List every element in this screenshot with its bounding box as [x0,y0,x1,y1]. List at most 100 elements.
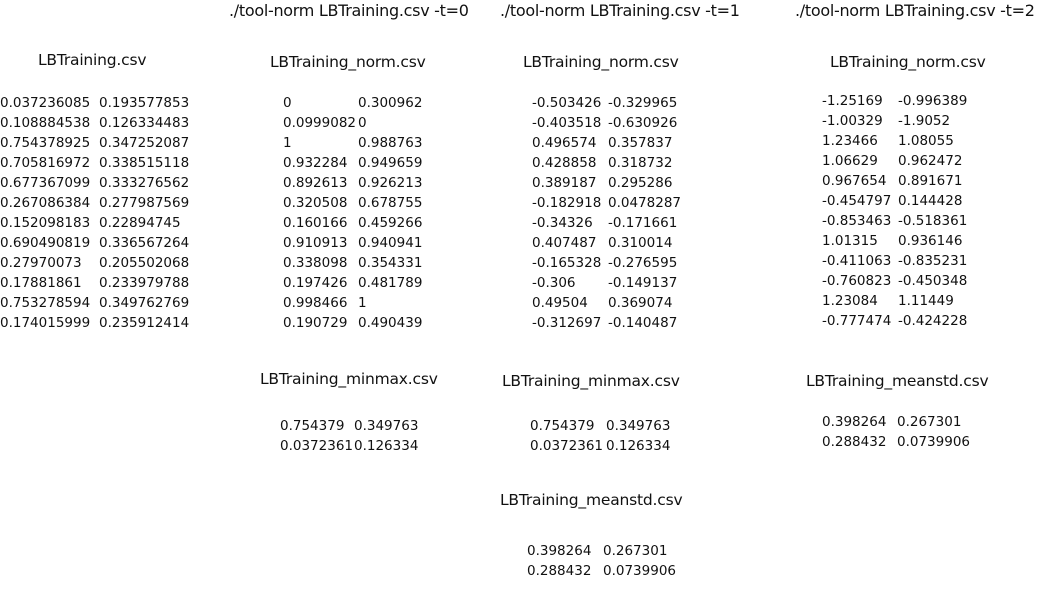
table-row: 0.910913 0.940941 [283,233,422,253]
value-col-2: 0.0478287 [608,195,682,211]
table-row: 1.23084 1.11449 [822,291,967,311]
table-row: -0.411063 -0.835231 [822,251,967,271]
table-row: 0.677367099 0.333276562 [0,173,189,193]
value-col-2: 0.949659 [358,155,423,171]
command-t0: ./tool-norm LBTraining.csv -t=0 [229,1,469,20]
value-col-2: -0.424228 [898,313,968,329]
table-row: 0.152098183 0.22894745 [0,213,189,233]
value-col-1: 0.428858 [532,155,597,171]
value-col-1: 0.152098183 [0,215,91,231]
value-col-2: 0.349763 [606,418,671,434]
value-col-2: 0.357837 [608,135,673,151]
value-col-1: -0.403518 [532,115,602,131]
table-row: 0.190729 0.490439 [283,313,422,333]
table-row: 0.753278594 0.349762769 [0,293,189,313]
minmax-t1-table: 0.754379 0.349763 0.0372361 0.126334 [530,416,670,456]
table-row: 0.690490819 0.336567264 [0,233,189,253]
value-col-1: -0.411063 [822,253,892,269]
value-col-1: 0.967654 [822,173,887,189]
value-col-2: 0.277987569 [99,195,190,211]
value-col-2: 0.349762769 [99,295,190,311]
value-col-2: 0.369074 [608,295,673,311]
value-col-1: 0.320508 [283,195,348,211]
value-col-2: 0.300962 [358,95,423,111]
table-row: 0.754379 0.349763 [530,416,670,436]
value-col-2: -0.450348 [898,273,968,289]
table-row: -0.760823 -0.450348 [822,271,967,291]
table-row: -0.403518 -0.630926 [532,113,681,133]
original-csv-title: LBTraining.csv [38,51,147,69]
value-col-1: 0.398264 [527,543,592,559]
value-col-2: 0.0739906 [603,563,677,579]
value-col-1: 0.910913 [283,235,348,251]
table-row: 0 0.300962 [283,93,422,113]
value-col-1: 0 [283,95,292,111]
minmax-t0-title: LBTraining_minmax.csv [260,370,438,388]
table-row: 0.0372361 0.126334 [280,436,418,456]
value-col-2: -0.630926 [608,115,678,131]
table-row: 0.27970073 0.205502068 [0,253,189,273]
value-col-1: 0.754378925 [0,135,91,151]
command-t2: ./tool-norm LBTraining.csv -t=2 [795,1,1035,20]
value-col-2: 0.318732 [608,155,673,171]
table-row: -0.165328 -0.276595 [532,253,681,273]
value-col-1: 0.190729 [283,315,348,331]
table-row: 0.160166 0.459266 [283,213,422,233]
value-col-2: 0.347252087 [99,135,190,151]
value-col-2: 0.481789 [358,275,423,291]
value-col-2: 0.144428 [898,193,963,209]
table-row: 0.267086384 0.277987569 [0,193,189,213]
value-col-2: 0.336567264 [99,235,190,251]
table-row: 0.174015999 0.235912414 [0,313,189,333]
value-col-2: -1.9052 [898,113,951,129]
meanstd-t1-table: 0.398264 0.267301 0.288432 0.0739906 [527,541,676,581]
value-col-2: 1.11449 [898,293,954,309]
table-row: 0.705816972 0.338515118 [0,153,189,173]
value-col-2: 0.459266 [358,215,423,231]
value-col-2: 0.940941 [358,235,423,251]
table-row: 1.06629 0.962472 [822,151,967,171]
value-col-1: 0.753278594 [0,295,91,311]
value-col-1: -1.00329 [822,113,883,129]
value-col-1: 0.338098 [283,255,348,271]
value-col-1: 0.407487 [532,235,597,251]
value-col-1: -0.760823 [822,273,892,289]
value-col-1: 0.108884538 [0,115,91,131]
table-row: -0.306 -0.149137 [532,273,681,293]
table-row: 0.288432 0.0739906 [527,561,676,581]
minmax-t1-title: LBTraining_minmax.csv [502,372,680,390]
value-col-1: 0.690490819 [0,235,91,251]
value-col-2: -0.835231 [898,253,968,269]
table-row: 0.998466 1 [283,293,422,313]
value-col-2: -0.149137 [608,275,678,291]
value-col-1: 1.23084 [822,293,878,309]
value-col-2: -0.518361 [898,213,968,229]
value-col-1: 0.49504 [532,295,588,311]
value-col-2: 0.349763 [354,418,419,434]
table-row: 0.17881861 0.233979788 [0,273,189,293]
original-csv-table: 0.037236085 0.193577853 0.108884538 0.12633… [0,93,189,333]
table-row: -1.25169 -0.996389 [822,91,967,111]
table-row: 0.389187 0.295286 [532,173,681,193]
value-col-2: 1.08055 [898,133,954,149]
value-col-2: 0.126334 [606,438,671,454]
value-col-2: -0.329965 [608,95,678,111]
value-col-2: 0.193577853 [99,95,190,111]
value-col-1: -0.312697 [532,315,602,331]
minmax-t0-table: 0.754379 0.349763 0.0372361 0.126334 [280,416,418,456]
value-col-2: 0.233979788 [99,275,190,291]
table-row: 0.892613 0.926213 [283,173,422,193]
value-col-1: -0.165328 [532,255,602,271]
value-col-1: 0.677367099 [0,175,91,191]
value-col-2: -0.276595 [608,255,678,271]
table-row: -0.503426 -0.329965 [532,93,681,113]
value-col-1: -0.306 [532,275,576,291]
value-col-2: 0 [358,115,367,131]
value-col-2: 0.962472 [898,153,963,169]
value-col-2: 0.235912414 [99,315,190,331]
value-col-2: 0.891671 [898,173,963,189]
table-row: -0.853463 -0.518361 [822,211,967,231]
value-col-1: 0.17881861 [0,275,82,291]
table-row: 0.398264 0.267301 [822,412,970,432]
value-col-2: 0.490439 [358,315,423,331]
